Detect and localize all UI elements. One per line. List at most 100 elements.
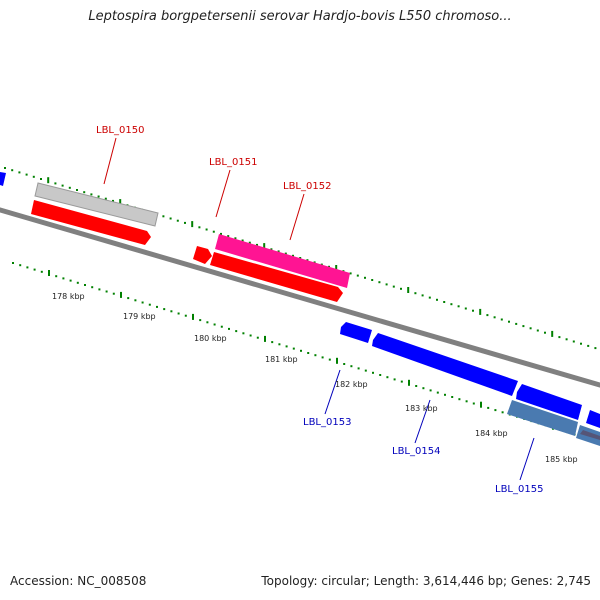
major-tick	[479, 308, 482, 315]
major-tick	[551, 330, 554, 337]
major-tick	[263, 243, 266, 250]
gene-label-LBL_0155[interactable]: LBL_0155	[495, 484, 543, 495]
major-tick	[408, 379, 410, 386]
minor-tick	[176, 219, 179, 222]
minor-tick	[76, 189, 78, 191]
scale-label: 181 kbp	[265, 355, 298, 364]
gene-LBL_0154[interactable]	[372, 333, 518, 396]
minor-tick	[349, 272, 352, 275]
minor-tick	[90, 193, 93, 196]
gene-label-LBL_0154[interactable]: LBL_0154	[392, 446, 440, 457]
minor-tick	[83, 191, 86, 194]
minor-tick	[500, 318, 503, 321]
minor-tick	[580, 342, 582, 345]
minor-tick	[284, 252, 287, 255]
minor-tick	[199, 319, 202, 322]
minor-tick	[350, 365, 353, 368]
minor-tick	[184, 314, 187, 317]
minor-tick	[169, 217, 172, 220]
minor-tick	[241, 239, 244, 242]
gene-block-right-b[interactable]	[586, 410, 600, 428]
minor-tick	[444, 393, 446, 396]
gene-label-LBL_0150[interactable]: LBL_0150	[96, 125, 144, 136]
gene-LBL_0151[interactable]	[193, 246, 212, 264]
minor-tick	[68, 186, 71, 189]
minor-tick	[450, 303, 453, 306]
gene-block-left-edge[interactable]	[0, 172, 6, 186]
gene-label-LBL_0151[interactable]: LBL_0151	[209, 157, 257, 168]
major-tick	[191, 221, 194, 228]
accession-text: Accession: NC_008508	[10, 574, 147, 588]
minor-tick	[249, 334, 252, 337]
minor-tick	[314, 354, 317, 357]
minor-tick	[32, 175, 35, 178]
major-tick	[120, 291, 122, 298]
minor-tick	[501, 411, 504, 414]
gene-LBL_0152[interactable]	[215, 234, 350, 288]
major-tick	[119, 199, 122, 206]
map-title: Leptospira borgpetersenii serovar Hardjo…	[88, 9, 512, 24]
major-tick	[47, 177, 50, 184]
gene-LBL_0151b[interactable]	[210, 252, 343, 302]
minor-tick	[19, 264, 22, 267]
minor-tick	[321, 356, 324, 359]
minor-tick	[84, 284, 86, 286]
minor-tick	[415, 385, 418, 387]
gene-block-right-a[interactable]	[516, 384, 582, 420]
gene-LBL_0150-pseudo[interactable]	[34, 182, 159, 227]
leader-line-LBL_0155	[519, 437, 535, 481]
scale-label: 179 kbp	[123, 312, 156, 321]
major-tick	[264, 335, 266, 342]
gene-LBL_0150[interactable]	[31, 200, 151, 245]
minor-tick	[436, 391, 439, 394]
minor-tick	[508, 320, 510, 323]
minor-tick	[544, 331, 546, 334]
minor-tick	[486, 314, 489, 317]
minor-tick	[228, 327, 230, 330]
gene-label-LBL_0153[interactable]: LBL_0153	[303, 417, 351, 428]
leader-line-LBL_0154	[414, 399, 431, 444]
minor-tick	[320, 263, 323, 266]
minor-tick	[97, 195, 100, 198]
major-tick	[480, 401, 482, 408]
minor-tick	[91, 286, 94, 289]
minor-tick	[105, 290, 108, 293]
minor-tick	[313, 261, 316, 264]
minor-tick	[148, 303, 151, 306]
gene-block-right-d[interactable]	[580, 430, 600, 440]
minor-tick	[487, 406, 490, 409]
minor-tick	[494, 409, 497, 412]
major-tick	[48, 270, 50, 276]
gene-label-LBL_0152[interactable]: LBL_0152	[283, 181, 331, 192]
topology-text: Topology: circular; Length: 3,614,446 bp…	[261, 574, 591, 588]
minor-tick	[242, 332, 245, 335]
gene-LBL_0153[interactable]	[340, 322, 372, 343]
minor-tick	[162, 215, 165, 218]
minor-tick	[357, 367, 360, 370]
minor-tick	[307, 352, 310, 354]
leader-line-LBL_0150	[103, 137, 117, 185]
minor-tick	[227, 235, 230, 238]
minor-tick	[213, 323, 216, 326]
minor-tick	[69, 279, 72, 282]
minor-tick	[300, 349, 302, 352]
minor-tick	[328, 358, 331, 361]
minor-tick	[11, 169, 14, 172]
minor-tick	[385, 283, 388, 286]
minor-tick	[112, 292, 115, 295]
minor-tick	[18, 171, 21, 174]
minor-tick	[429, 389, 432, 392]
minor-tick	[378, 281, 381, 284]
minor-tick	[134, 299, 137, 302]
minor-tick	[40, 270, 43, 273]
minor-tick	[26, 266, 29, 269]
leader-line-LBL_0151	[215, 169, 231, 218]
gene-LBL_0155[interactable]	[507, 400, 578, 436]
minor-tick	[177, 312, 180, 315]
minor-tick	[565, 338, 568, 341]
minor-tick	[55, 275, 58, 278]
scale-label: 182 kbp	[335, 380, 368, 389]
minor-tick	[515, 322, 518, 325]
minor-tick	[306, 259, 309, 262]
